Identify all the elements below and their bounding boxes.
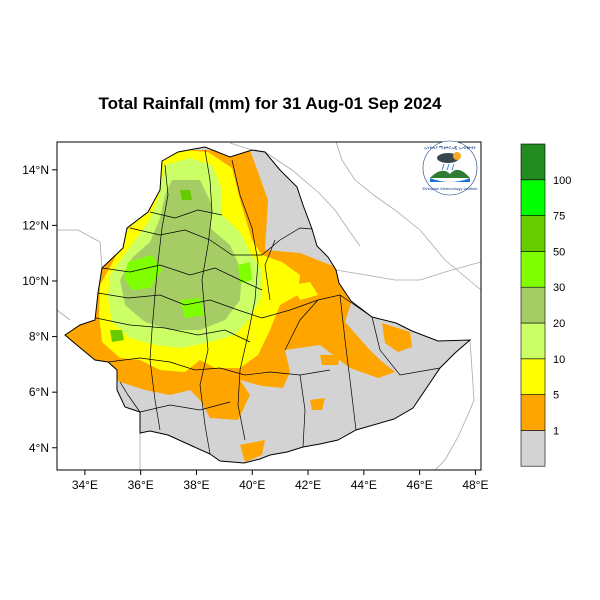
y-tick-label: 14°N bbox=[22, 163, 49, 177]
color-legend: 1 5 10 20 30 50 75 100 bbox=[520, 143, 571, 467]
admin-boundary-line bbox=[261, 227, 313, 256]
legend-label: 5 bbox=[553, 390, 559, 402]
map-title: Total Rainfall (mm) for 31 Aug-01 Sep 20… bbox=[98, 94, 442, 113]
x-tick-label: 36°E bbox=[128, 478, 154, 492]
green-patch-1 bbox=[110, 330, 124, 342]
legend-swatch bbox=[520, 430, 546, 467]
legend-label: 75 bbox=[553, 211, 565, 223]
admin-boundary-line bbox=[139, 401, 231, 413]
y-tick-label: 8°N bbox=[29, 330, 49, 344]
x-tick-label: 42°E bbox=[295, 478, 321, 492]
legend-swatch bbox=[520, 251, 546, 288]
orange-southeast-blob bbox=[310, 398, 325, 410]
rain-icon bbox=[441, 163, 445, 171]
admin-boundary-line bbox=[129, 227, 262, 256]
y-tick-label: 12°N bbox=[22, 218, 49, 232]
x-tick-label: 44°E bbox=[351, 478, 377, 492]
green-patch-2 bbox=[180, 190, 192, 200]
orange-south-blob bbox=[240, 440, 265, 462]
legend-label: 100 bbox=[553, 175, 571, 187]
admin-boundary-line bbox=[149, 209, 223, 219]
logo-top-text: ኢትዮጵያ ሚቲዎሮሎጂ ኢንስቲትዩት bbox=[424, 145, 476, 150]
legend-swatch bbox=[520, 322, 546, 360]
legend-swatch bbox=[520, 286, 546, 324]
legend-swatch bbox=[520, 143, 546, 181]
bright-green-patch-3 bbox=[238, 262, 252, 283]
rain-icon bbox=[446, 163, 450, 171]
bright-green-region bbox=[124, 255, 162, 290]
admin-boundary-line bbox=[371, 316, 441, 376]
admin-boundary-line bbox=[299, 374, 306, 448]
olive-green-region bbox=[120, 180, 242, 330]
legend-label: 30 bbox=[553, 282, 565, 294]
red-sea-coast-line bbox=[335, 141, 482, 291]
admin-boundary-line bbox=[149, 164, 169, 431]
x-tick-label: 48°E bbox=[462, 478, 488, 492]
rain-icon bbox=[451, 163, 455, 171]
legend-swatch bbox=[520, 179, 546, 216]
south-sudan-border-line bbox=[56, 309, 71, 321]
legend-label: 1 bbox=[553, 425, 559, 437]
y-axis: 14°N 12°N 10°N 8°N 6°N 4°N bbox=[22, 163, 57, 455]
admin-boundary-line bbox=[101, 264, 263, 291]
admin-boundary-line bbox=[339, 294, 357, 431]
rainfall-band-50-75 bbox=[110, 190, 192, 342]
legend-label: 20 bbox=[553, 318, 565, 330]
admin-boundary-line bbox=[284, 294, 373, 351]
admin-boundary-line bbox=[199, 149, 213, 455]
admin-boundary-line bbox=[119, 381, 141, 413]
rainfall-layers bbox=[65, 150, 412, 462]
x-tick-label: 40°E bbox=[239, 478, 265, 492]
legend-label: 10 bbox=[553, 354, 565, 366]
admin-boundary-line bbox=[95, 317, 251, 343]
admin-boundary-line bbox=[231, 159, 259, 441]
admin-boundary-line bbox=[97, 292, 319, 319]
y-tick-label: 6°N bbox=[29, 385, 49, 399]
gulf-aden-coast-line bbox=[335, 261, 482, 281]
x-tick-label: 34°E bbox=[72, 478, 98, 492]
legend-swatch bbox=[520, 394, 546, 431]
y-tick-label: 10°N bbox=[22, 274, 49, 288]
x-tick-label: 38°E bbox=[183, 478, 209, 492]
orange-east-blob bbox=[382, 323, 412, 352]
ethiopia-outline bbox=[64, 146, 472, 464]
legend-swatch bbox=[520, 358, 546, 395]
mountain-icon bbox=[430, 169, 470, 178]
orange-east-speck bbox=[320, 355, 340, 365]
x-axis: 34°E 36°E 38°E 40°E 42°E 44°E 46°E 48°E bbox=[72, 470, 488, 492]
rainfall-band-20-30 bbox=[120, 180, 242, 330]
map-frame bbox=[56, 141, 482, 471]
legend-label: 50 bbox=[553, 246, 565, 258]
yellow-east-patch bbox=[292, 282, 318, 300]
logo-bottom-text: Ethiopian Meteorology Institute bbox=[423, 186, 479, 191]
admin-boundary-line bbox=[264, 239, 276, 301]
water-icon bbox=[430, 178, 470, 182]
admin-boundaries bbox=[95, 149, 441, 455]
somalia-border-line bbox=[434, 339, 475, 471]
y-tick-label: 4°N bbox=[29, 441, 49, 455]
logo: ኢትዮጵያ ሚቲዎሮሎጂ ኢንስቲትዩት Ethiopian Meteorolo… bbox=[423, 140, 479, 196]
bright-green-patch-2 bbox=[180, 298, 205, 318]
x-tick-label: 46°E bbox=[407, 478, 433, 492]
legend-swatch bbox=[520, 215, 546, 252]
sun-icon bbox=[453, 152, 461, 160]
rainfall-band-30-50 bbox=[124, 255, 252, 318]
sudan-border-line bbox=[57, 229, 103, 269]
